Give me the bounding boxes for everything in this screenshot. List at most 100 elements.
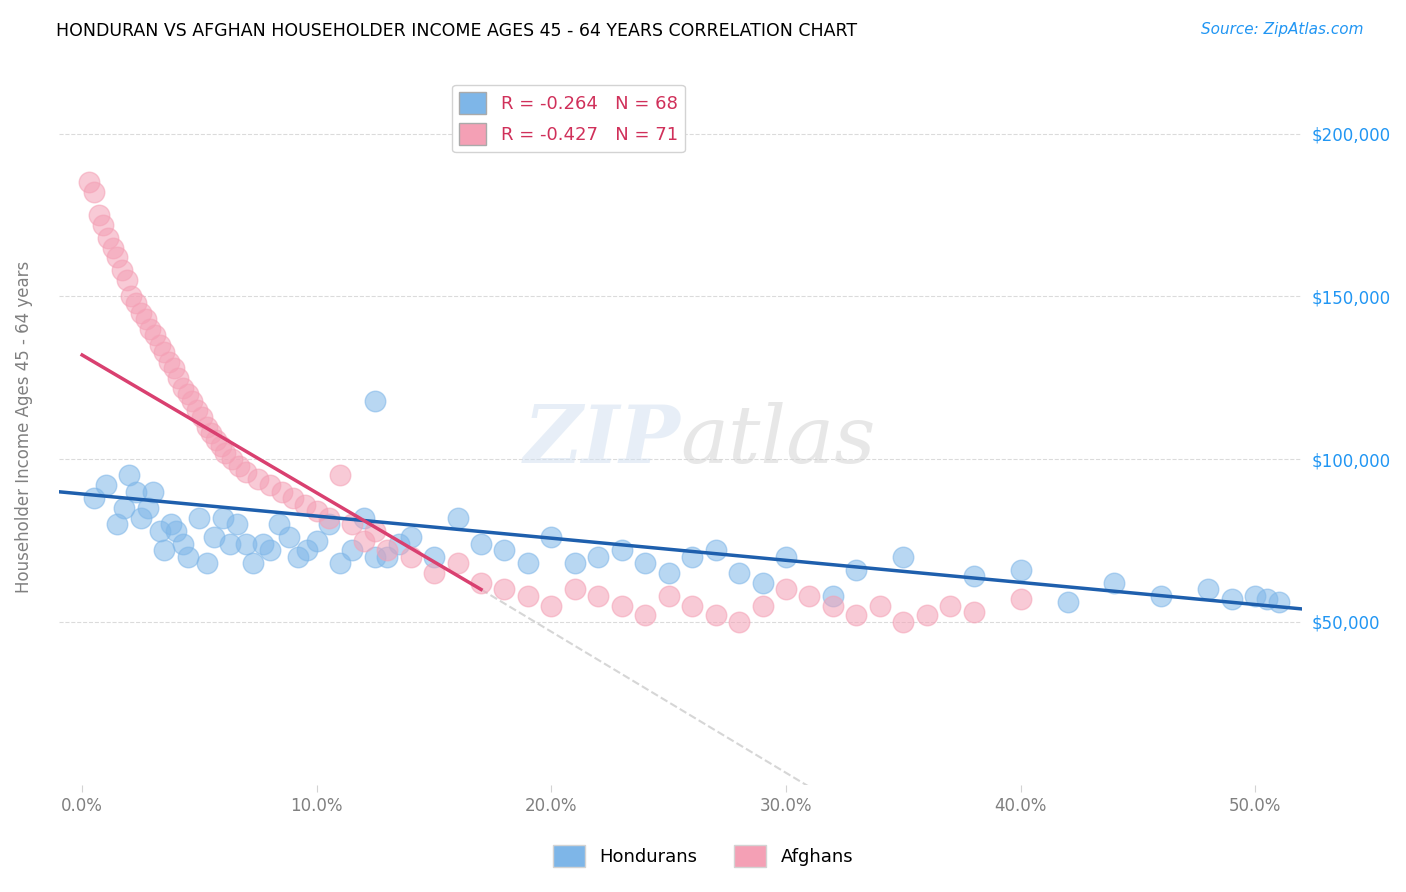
Text: atlas: atlas <box>681 402 876 480</box>
Point <box>891 615 914 629</box>
Point <box>610 543 633 558</box>
Point <box>120 289 142 303</box>
Point <box>399 549 422 564</box>
Point <box>821 599 844 613</box>
Point <box>364 524 387 538</box>
Point <box>564 557 586 571</box>
Point <box>77 176 100 190</box>
Point <box>294 498 316 512</box>
Point <box>221 452 243 467</box>
Y-axis label: Householder Income Ages 45 - 64 years: Householder Income Ages 45 - 64 years <box>15 260 32 593</box>
Point <box>704 543 727 558</box>
Point <box>494 543 516 558</box>
Point <box>186 403 208 417</box>
Point <box>388 537 411 551</box>
Point <box>364 549 387 564</box>
Point <box>101 241 124 255</box>
Point <box>83 186 105 200</box>
Point <box>1256 592 1278 607</box>
Point <box>172 537 194 551</box>
Point <box>540 530 562 544</box>
Point <box>141 484 163 499</box>
Point <box>163 361 186 376</box>
Point <box>97 231 120 245</box>
Point <box>340 543 363 558</box>
Point <box>375 543 398 558</box>
Point <box>610 599 633 613</box>
Point <box>125 484 148 499</box>
Point <box>1267 595 1289 609</box>
Point <box>845 563 868 577</box>
Point <box>153 543 176 558</box>
Point <box>728 566 751 581</box>
Point <box>470 575 492 590</box>
Point <box>540 599 562 613</box>
Point <box>129 510 152 524</box>
Point <box>259 478 281 492</box>
Legend: R = -0.264   N = 68, R = -0.427   N = 71: R = -0.264 N = 68, R = -0.427 N = 71 <box>451 85 685 153</box>
Point <box>353 533 375 548</box>
Point <box>1197 582 1219 597</box>
Point <box>177 387 200 401</box>
Point <box>111 263 134 277</box>
Point <box>915 608 938 623</box>
Point <box>775 549 797 564</box>
Point <box>1220 592 1243 607</box>
Point <box>83 491 105 506</box>
Point <box>242 557 264 571</box>
Point <box>136 501 159 516</box>
Point <box>212 510 235 524</box>
Point <box>139 322 162 336</box>
Point <box>269 517 291 532</box>
Point <box>134 312 156 326</box>
Point <box>364 393 387 408</box>
Point <box>1010 563 1032 577</box>
Point <box>1104 575 1126 590</box>
Point <box>91 218 114 232</box>
Point <box>751 575 773 590</box>
Point <box>728 615 751 629</box>
Point <box>963 569 986 583</box>
Point <box>353 510 375 524</box>
Point <box>470 537 492 551</box>
Point <box>869 599 891 613</box>
Point <box>188 510 211 524</box>
Point <box>775 582 797 597</box>
Point <box>799 589 821 603</box>
Point <box>129 306 152 320</box>
Point <box>305 533 328 548</box>
Point <box>1010 592 1032 607</box>
Point <box>202 530 225 544</box>
Point <box>423 566 446 581</box>
Point <box>939 599 962 613</box>
Point <box>87 208 110 222</box>
Point <box>209 439 232 453</box>
Point <box>658 589 681 603</box>
Point <box>399 530 422 544</box>
Point <box>277 530 299 544</box>
Point <box>165 524 187 538</box>
Point <box>751 599 773 613</box>
Point <box>219 537 242 551</box>
Point <box>181 393 204 408</box>
Point <box>287 549 309 564</box>
Point <box>153 344 176 359</box>
Point <box>247 472 270 486</box>
Point <box>516 557 538 571</box>
Point <box>226 517 249 532</box>
Point <box>1150 589 1173 603</box>
Point <box>228 458 250 473</box>
Point <box>118 468 141 483</box>
Point <box>148 338 170 352</box>
Point <box>516 589 538 603</box>
Point <box>105 251 128 265</box>
Point <box>588 549 610 564</box>
Point <box>235 465 257 479</box>
Point <box>588 589 610 603</box>
Text: Source: ZipAtlas.com: Source: ZipAtlas.com <box>1201 22 1364 37</box>
Point <box>235 537 257 551</box>
Point <box>200 426 222 441</box>
Point <box>143 328 166 343</box>
Point <box>167 371 190 385</box>
Point <box>318 517 340 532</box>
